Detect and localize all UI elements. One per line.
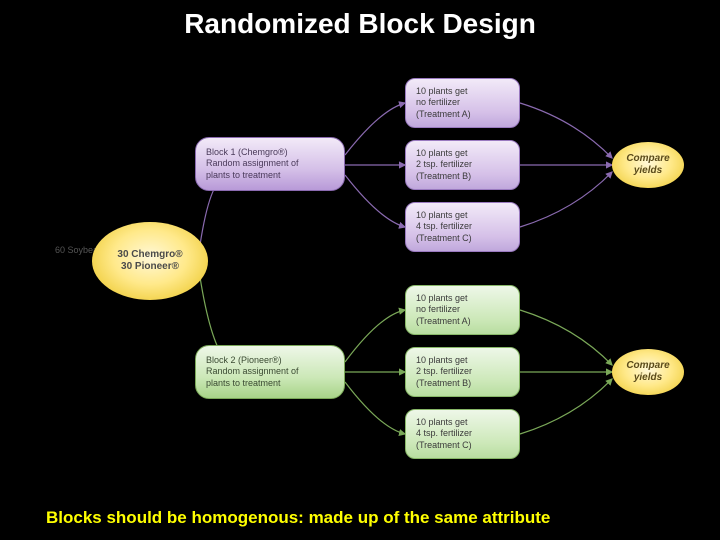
node-t1a: 10 plants getno fertilizer(Treatment A)	[405, 78, 520, 128]
node-t2a: 10 plants getno fertilizer(Treatment A)	[405, 285, 520, 335]
node-block1: Block 1 (Chemgro®)Random assignment ofpl…	[195, 137, 345, 191]
node-start: 30 Chemgro®30 Pioneer®	[92, 222, 208, 300]
node-t1c: 10 plants get4 tsp. fertilizer(Treatment…	[405, 202, 520, 252]
node-t2b: 10 plants get2 tsp. fertilizer(Treatment…	[405, 347, 520, 397]
slide-footer: Blocks should be homogenous: made up of …	[46, 508, 550, 528]
node-cmp2: Compareyields	[612, 349, 684, 395]
node-t1b: 10 plants get2 tsp. fertilizer(Treatment…	[405, 140, 520, 190]
node-t2c: 10 plants get4 tsp. fertilizer(Treatment…	[405, 409, 520, 459]
node-cmp1: Compareyields	[612, 142, 684, 188]
node-block2: Block 2 (Pioneer®)Random assignment ofpl…	[195, 345, 345, 399]
slide-title: Randomized Block Design	[0, 8, 720, 40]
